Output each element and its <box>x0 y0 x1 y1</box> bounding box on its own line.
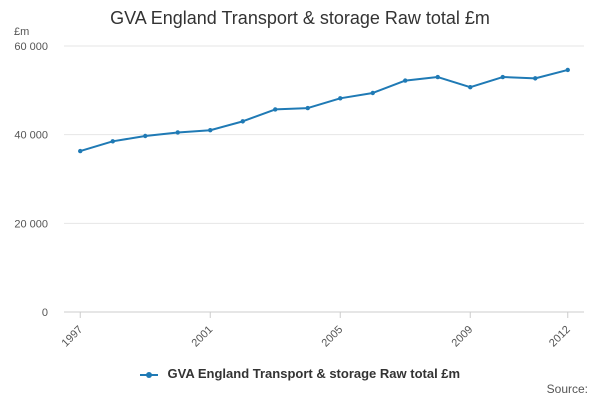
y-tick-label: 40 000 <box>14 130 48 142</box>
data-point <box>273 107 278 112</box>
x-tick-label: 2012 <box>547 324 573 350</box>
legend-swatch-icon <box>139 371 158 378</box>
chart-title: GVA England Transport & storage Raw tota… <box>110 8 490 28</box>
x-tick-label: 1997 <box>60 324 86 350</box>
data-point <box>338 96 343 101</box>
series-line <box>79 68 569 153</box>
data-point <box>208 128 213 133</box>
data-point <box>468 85 473 90</box>
legend-label: GVA England Transport & storage Raw tota… <box>167 366 461 381</box>
data-point <box>370 90 375 96</box>
data-point <box>175 130 180 135</box>
x-tick-label: 2001 <box>190 324 216 350</box>
data-point <box>435 74 440 80</box>
y-tick-label: 20 000 <box>14 218 48 230</box>
data-point <box>110 139 115 144</box>
data-point <box>565 67 570 73</box>
data-point <box>78 148 83 154</box>
data-point <box>143 133 148 139</box>
data-point <box>305 105 310 111</box>
data-point <box>500 74 505 80</box>
data-point <box>240 119 245 124</box>
legend[interactable]: GVA England Transport & storage Raw tota… <box>0 366 600 381</box>
data-point <box>403 78 408 83</box>
y-tick-label: 60 000 <box>14 41 48 53</box>
y-tick-label: 0 <box>42 307 48 319</box>
data-point <box>533 76 538 81</box>
y-axis-unit-label: £m <box>14 26 30 38</box>
x-tick-label: 2005 <box>320 324 346 350</box>
x-tick-label: 2009 <box>450 324 476 350</box>
source-label: Source: <box>546 382 588 396</box>
